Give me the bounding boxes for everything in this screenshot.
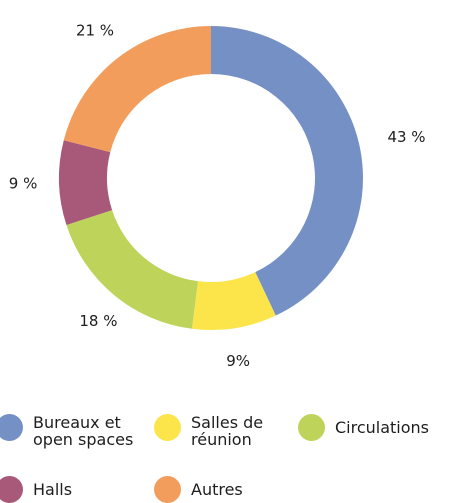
slice-label-salles: 9%	[226, 352, 250, 370]
donut-slices	[59, 26, 364, 330]
slice-labels: 43 % 9% 18 % 9 % 21 %	[9, 22, 426, 371]
slice-salles	[191, 272, 276, 330]
slice-label-autres: 21 %	[76, 22, 114, 40]
slice-label-bureaux: 43 %	[387, 128, 425, 146]
slice-label-halls: 9 %	[9, 174, 38, 192]
slice-circulations	[66, 210, 198, 329]
slice-label-circulations: 18 %	[79, 312, 117, 330]
slice-halls	[59, 140, 113, 225]
slice-bureaux	[211, 26, 364, 316]
slice-autres	[63, 26, 211, 153]
